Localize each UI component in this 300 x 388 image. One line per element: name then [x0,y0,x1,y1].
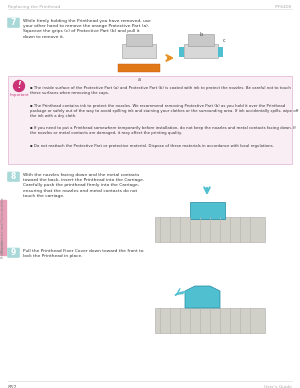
Text: ▪ The inside surface of the Protective Part (a) and Protective Part (b) is coate: ▪ The inside surface of the Protective P… [30,86,291,95]
Bar [126,34,152,46]
FancyBboxPatch shape [7,18,20,28]
Bar [188,34,214,46]
Text: b: b [200,32,202,37]
Text: 7: 7 [11,18,16,27]
Text: Maintenance and Consumables: Maintenance and Consumables [1,197,5,253]
Text: While firmly holding the Printhead you have removed, use
your other hand to remo: While firmly holding the Printhead you h… [23,19,151,38]
Bar [179,47,184,57]
FancyBboxPatch shape [7,248,20,258]
Bar [118,64,160,72]
Text: 9: 9 [11,248,16,257]
Text: Replacing the Printhead: Replacing the Printhead [8,5,60,9]
FancyBboxPatch shape [7,172,20,182]
Polygon shape [155,308,265,333]
Text: Pull the Printhead Fixer Cover down toward the front to
lock the Printhead in pl: Pull the Printhead Fixer Cover down towa… [23,249,143,258]
Text: ▪ Do not reattach the Protective Part or protective material. Dispose of these m: ▪ Do not reattach the Protective Part or… [30,144,274,148]
Bar [8,76,292,164]
Bar [122,44,156,58]
Polygon shape [190,202,225,219]
Text: a: a [137,77,140,82]
Text: User’s Guide: User’s Guide [264,385,292,388]
Text: Important: Important [9,93,29,97]
Circle shape [14,80,25,92]
Text: ▪ The Printhead contains ink to protect the nozzles. We recommend removing Prote: ▪ The Printhead contains ink to protect … [30,104,298,118]
Text: Printheads: Printheads [1,239,5,258]
Bar [218,47,223,57]
Polygon shape [185,286,220,308]
Text: !: ! [17,81,21,90]
Text: iPF6400: iPF6400 [274,5,292,9]
Polygon shape [155,217,265,242]
Text: c: c [223,38,226,43]
Text: 8: 8 [11,172,16,181]
Text: With the nozzles facing down and the metal contacts
toward the back, insert the : With the nozzles facing down and the met… [23,173,144,198]
Bar [184,44,218,58]
Bar [0,200,6,255]
Text: 852: 852 [8,385,17,388]
Text: ▪ If you need to put a Printhead somewhere temporarily before installation, do n: ▪ If you need to put a Printhead somewhe… [30,126,296,135]
